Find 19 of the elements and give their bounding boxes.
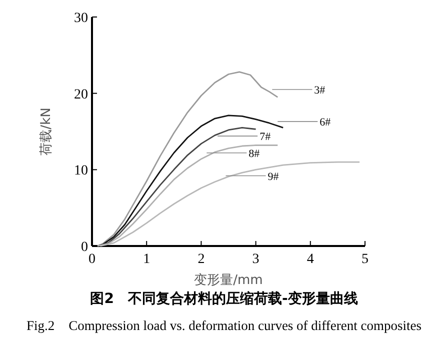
line-series <box>96 71 278 247</box>
x-tick-label: 2 <box>198 252 205 267</box>
text: 图2 不同复合材料的压缩荷载-变形量曲线 <box>90 290 358 307</box>
x-axis-title: 变形量/mm <box>194 273 263 288</box>
x-tick-label: 5 <box>362 252 368 267</box>
annotation: 7# <box>260 131 272 144</box>
annotation: 9# <box>268 170 280 183</box>
y-axis-title: 荷载/kN <box>39 108 54 156</box>
annotation: 8# <box>248 148 260 160</box>
annotation: 3# <box>314 84 326 97</box>
x-tick-label: 4 <box>306 252 314 267</box>
y-tick-label: 0 <box>81 240 88 255</box>
y-tick-label: 20 <box>74 87 88 102</box>
x-tick-label: 1 <box>143 252 150 267</box>
y-tick-label: 10 <box>74 164 88 179</box>
annotation: 6# <box>320 116 332 129</box>
y-tick-label: 30 <box>74 11 88 26</box>
text: Fig.2 Compression load vs. deformation curves of different composites <box>26 318 422 333</box>
x-tick-label: 3 <box>252 252 260 267</box>
